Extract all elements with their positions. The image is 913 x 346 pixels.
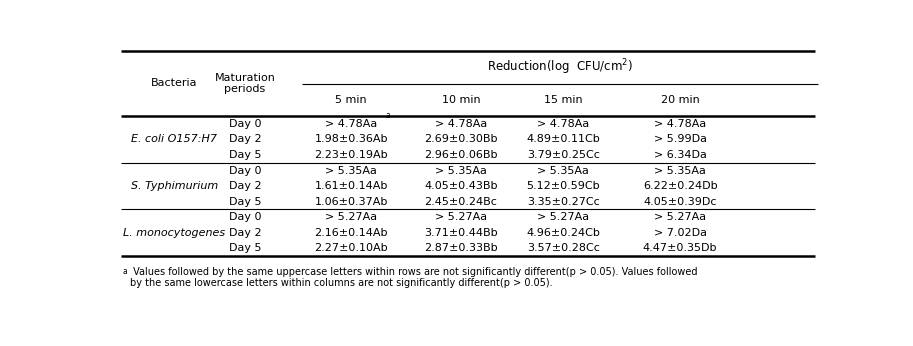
Text: L. monocytogenes: L. monocytogenes (123, 228, 226, 238)
Text: > 5.27Aa: > 5.27Aa (435, 212, 487, 222)
Text: 2.27±0.10Ab: 2.27±0.10Ab (314, 243, 388, 253)
Text: 2.45±0.24Bc: 2.45±0.24Bc (425, 197, 498, 207)
Text: > 5.35Aa: > 5.35Aa (435, 165, 487, 175)
Text: Day 5: Day 5 (229, 150, 261, 160)
Text: 1.61±0.14Ab: 1.61±0.14Ab (314, 181, 388, 191)
Text: 1.06±0.37Ab: 1.06±0.37Ab (314, 197, 388, 207)
Text: Day 2: Day 2 (229, 181, 261, 191)
Text: 15 min: 15 min (544, 95, 582, 105)
Text: > 7.02Da: > 7.02Da (654, 228, 707, 238)
Text: Values followed by the same uppercase letters within rows are not significantly : Values followed by the same uppercase le… (130, 267, 698, 288)
Text: > 5.35Aa: > 5.35Aa (655, 165, 706, 175)
Text: > 4.78Aa: > 4.78Aa (538, 119, 590, 129)
Text: 4.05±0.43Bb: 4.05±0.43Bb (424, 181, 498, 191)
Text: 5 min: 5 min (335, 95, 367, 105)
Text: > 5.35Aa: > 5.35Aa (325, 165, 377, 175)
Text: 4.47±0.35Db: 4.47±0.35Db (643, 243, 718, 253)
Text: a: a (385, 111, 391, 120)
Text: 3.79±0.25Cc: 3.79±0.25Cc (527, 150, 600, 160)
Text: 5.12±0.59Cb: 5.12±0.59Cb (527, 181, 600, 191)
Text: Day 0: Day 0 (229, 119, 261, 129)
Text: 3.57±0.28Cc: 3.57±0.28Cc (527, 243, 600, 253)
Text: Day 0: Day 0 (229, 212, 261, 222)
Text: 20 min: 20 min (661, 95, 699, 105)
Text: Maturation
periods: Maturation periods (215, 73, 276, 94)
Text: 4.89±0.11Cb: 4.89±0.11Cb (527, 135, 601, 144)
Text: 3.71±0.44Bb: 3.71±0.44Bb (424, 228, 498, 238)
Text: > 5.35Aa: > 5.35Aa (538, 165, 590, 175)
Text: Day 0: Day 0 (229, 165, 261, 175)
Text: 10 min: 10 min (442, 95, 480, 105)
Text: Reduction(log  CFU/cm$^2$): Reduction(log CFU/cm$^2$) (487, 58, 633, 77)
Text: > 4.78Aa: > 4.78Aa (654, 119, 707, 129)
Text: 2.69±0.30Bb: 2.69±0.30Bb (424, 135, 498, 144)
Text: 2.87±0.33Bb: 2.87±0.33Bb (424, 243, 498, 253)
Text: 3.35±0.27Cc: 3.35±0.27Cc (527, 197, 600, 207)
Text: Day 2: Day 2 (229, 135, 261, 144)
Text: > 4.78Aa: > 4.78Aa (325, 119, 377, 129)
Text: > 4.78Aa: > 4.78Aa (435, 119, 487, 129)
Text: 4.96±0.24Cb: 4.96±0.24Cb (527, 228, 601, 238)
Text: S. Typhimurium: S. Typhimurium (131, 181, 218, 191)
Text: Day 5: Day 5 (229, 197, 261, 207)
Text: > 5.27Aa: > 5.27Aa (654, 212, 707, 222)
Text: 2.96±0.06Bb: 2.96±0.06Bb (424, 150, 498, 160)
Text: > 5.27Aa: > 5.27Aa (538, 212, 590, 222)
Text: Bacteria: Bacteria (151, 79, 197, 89)
Text: Day 5: Day 5 (229, 243, 261, 253)
Text: a: a (122, 267, 128, 276)
Text: 4.05±0.39Dc: 4.05±0.39Dc (644, 197, 717, 207)
Text: > 5.99Da: > 5.99Da (654, 135, 707, 144)
Text: 6.22±0.24Db: 6.22±0.24Db (643, 181, 718, 191)
Text: Day 2: Day 2 (229, 228, 261, 238)
Text: > 5.27Aa: > 5.27Aa (325, 212, 377, 222)
Text: E. coli O157:H7: E. coli O157:H7 (131, 135, 217, 144)
Text: 2.16±0.14Ab: 2.16±0.14Ab (314, 228, 388, 238)
Text: > 6.34Da: > 6.34Da (654, 150, 707, 160)
Text: 2.23±0.19Ab: 2.23±0.19Ab (314, 150, 388, 160)
Text: 1.98±0.36Ab: 1.98±0.36Ab (314, 135, 388, 144)
